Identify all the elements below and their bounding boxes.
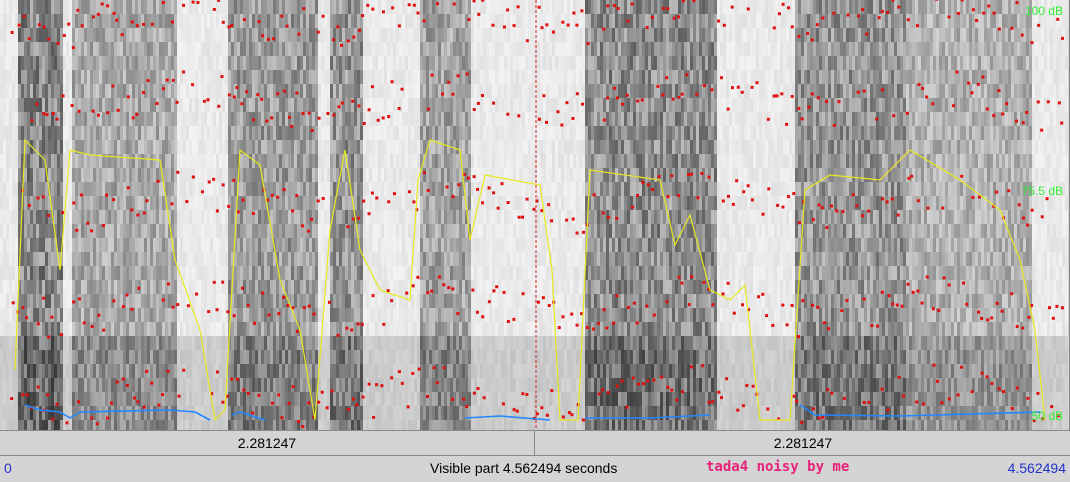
pitch-curve <box>24 404 1041 421</box>
visible-part-label: Visible part 4.562494 seconds <box>430 460 618 476</box>
window-time-bar[interactable]: 0 Visible part 4.562494 seconds tada4 no… <box>0 456 1070 482</box>
intensity-curve <box>14 138 1046 422</box>
spectrogram-canvas[interactable] <box>0 0 1068 430</box>
spectrogram-panel[interactable]: 100 dB 75.5 dB 50 dB <box>0 0 1070 430</box>
db-mid-label: 75.5 dB <box>1021 184 1063 198</box>
spectrogram-image <box>0 0 1068 430</box>
file-name: tada4 noisy by me <box>706 459 850 475</box>
left-selection-duration[interactable]: 2.281247 <box>0 431 535 455</box>
right-selection-duration[interactable]: 2.281247 <box>773 435 833 451</box>
end-time: 4.562494 <box>1007 460 1066 476</box>
db-top-label: 100 dB <box>1024 4 1063 18</box>
selection-bar[interactable]: 2.281247 2.281247 <box>0 430 1070 456</box>
start-time: 0 <box>4 460 12 476</box>
db-bottom-label: 50 dB <box>1031 409 1063 423</box>
